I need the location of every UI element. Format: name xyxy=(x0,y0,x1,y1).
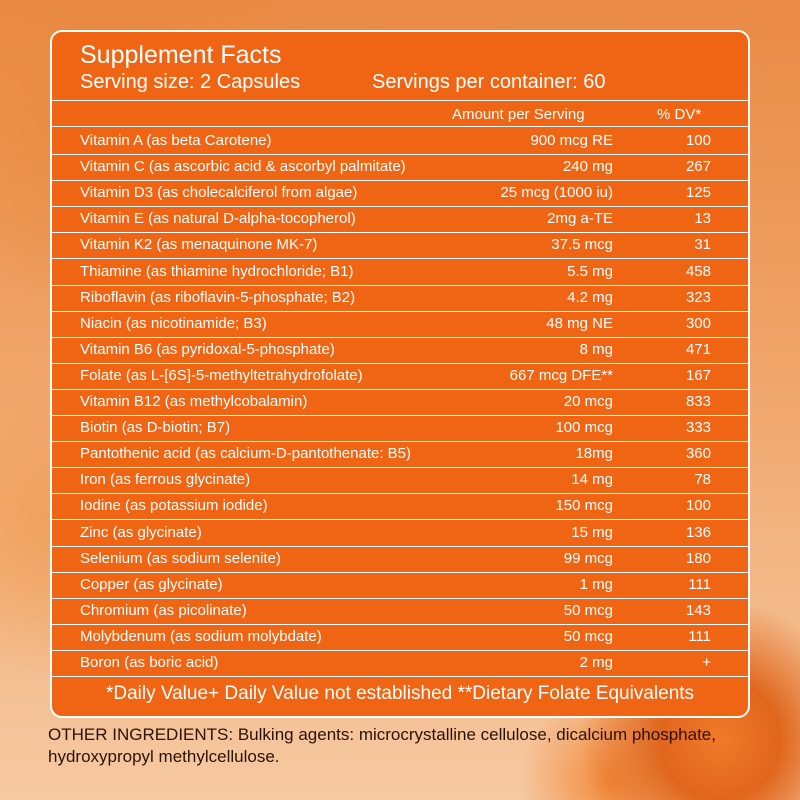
nutrient-name: Chromium (as picolinate) xyxy=(80,601,247,619)
nutrient-dv: 111 xyxy=(688,575,711,593)
supplement-facts-panel: Supplement Facts Serving size: 2 Capsule… xyxy=(50,30,750,718)
nutrient-name: Biotin (as D-biotin; B7) xyxy=(80,419,231,437)
table-row: Boron (as boric acid) 2 mg + xyxy=(52,650,748,677)
nutrient-name: Niacin (as nicotinamide; B3) xyxy=(80,314,267,332)
nutrient-name: Vitamin B6 (as pyridoxal-5-phosphate) xyxy=(80,340,335,358)
nutrient-dv: 167 xyxy=(685,366,711,384)
nutrient-name: Molybdenum (as sodium molybdate) xyxy=(80,627,322,645)
nutrient-name: Vitamin E (as natural D-alpha-tocopherol… xyxy=(80,210,356,228)
nutrient-amount: 25 mcg (1000 iu) xyxy=(500,184,613,202)
nutrient-name: Vitamin D3 (as cholecalciferol from alga… xyxy=(80,184,358,202)
nutrient-name: Zinc (as glycinate) xyxy=(80,523,202,541)
nutrient-name: Vitamin K2 (as menaquinone MK-7) xyxy=(80,236,318,254)
nutrient-name: Pantothenic acid (as calcium-D-pantothen… xyxy=(80,445,412,463)
nutrient-name: Vitamin B12 (as methylcobalamin) xyxy=(80,393,308,410)
table-row: Chromium (as picolinate) 50 mcg 143 xyxy=(52,598,748,625)
nutrient-amount: 2 mg xyxy=(579,654,613,671)
nutrient-amount: 900 mcg RE xyxy=(530,132,613,149)
nutrient-amount: 20 mcg xyxy=(563,393,613,410)
nutrient-amount: 14 mg xyxy=(571,471,613,489)
table-row: Vitamin E (as natural D-alpha-tocopherol… xyxy=(52,206,748,234)
nutrient-amount: 2mg a-TE xyxy=(547,210,613,228)
footnote: *Daily Value+ Daily Value not establishe… xyxy=(105,683,695,704)
nutrient-dv: 333 xyxy=(685,419,711,437)
nutrient-dv: + xyxy=(702,654,711,671)
nutrient-amount: 18mg xyxy=(575,445,613,463)
servings-per-container: Servings per container: 60 xyxy=(372,71,606,93)
serving-info: Serving size: 2 Capsules Servings per co… xyxy=(80,70,605,94)
nutrient-dv: 100 xyxy=(685,132,711,149)
table-row: Vitamin K2 (as menaquinone MK-7) 37.5 mcg… xyxy=(52,232,748,260)
panel-title: Supplement Facts xyxy=(80,41,282,69)
nutrient-name: Vitamin A (as beta Carotene) xyxy=(80,132,272,149)
nutrient-name: Copper (as glycinate) xyxy=(80,575,223,593)
nutrient-dv: 833 xyxy=(685,393,711,410)
table-row: Vitamin A (as beta Carotene) 900 mcg RE 10… xyxy=(52,128,748,155)
nutrient-name: Boron (as boric acid) xyxy=(80,654,219,671)
table-row: Pantothenic acid (as calcium-D-pantothen… xyxy=(52,441,748,469)
nutrient-dv: 125 xyxy=(685,184,711,202)
nutrient-amount: 50 mcg xyxy=(563,601,613,619)
table-row: Zinc (as glycinate) 15 mg 136 xyxy=(52,520,748,547)
nutrient-dv: 13 xyxy=(694,210,711,228)
nutrient-dv: 143 xyxy=(685,601,711,619)
nutrient-amount: 37.5 mcg xyxy=(551,236,613,254)
nutrient-dv: 100 xyxy=(685,497,711,515)
header-divider xyxy=(52,100,748,101)
table-row: Biotin (as D-biotin; B7) 100 mcg 333 xyxy=(52,415,748,443)
table-row: Vitamin C (as ascorbic acid & ascorbyl p… xyxy=(52,154,748,182)
nutrient-amount: 15 mg xyxy=(571,523,613,541)
nutrient-dv: 31 xyxy=(694,236,711,254)
table-row: Iron (as ferrous glycinate) 14 mg 78 xyxy=(52,467,748,495)
nutrient-amount: 1 mg xyxy=(579,575,613,593)
column-header-amount: Amount per Serving xyxy=(452,106,585,123)
nutrient-amount: 8 mg xyxy=(579,340,613,358)
nutrient-amount: 150 mcg xyxy=(555,497,613,515)
nutrient-amount: 99 mcg xyxy=(563,549,613,567)
other-ingredients: OTHER INGREDIENTS: Bulking agents: micro… xyxy=(48,725,716,766)
column-header-dv: % DV* xyxy=(657,106,702,123)
nutrient-name: Iodine (as potassium iodide) xyxy=(80,497,268,515)
nutrient-dv: 300 xyxy=(685,314,711,332)
column-header-divider xyxy=(52,126,748,127)
nutrient-dv: 471 xyxy=(685,340,711,358)
nutrient-name: Folate (as L-[6S]-5-methyltetrahydrofola… xyxy=(80,366,363,384)
table-row: Vitamin B6 (as pyridoxal-5-phosphate) 8 m… xyxy=(52,337,748,364)
table-row: Thiamine (as thiamine hydrochloride; B1)… xyxy=(52,259,748,286)
nutrient-dv: 111 xyxy=(688,627,711,645)
nutrient-dv: 78 xyxy=(694,471,711,489)
nutrient-amount: 48 mg NE xyxy=(546,314,613,332)
table-row: Vitamin D3 (as cholecalciferol from alga… xyxy=(52,180,748,208)
nutrient-name: Iron (as ferrous glycinate) xyxy=(80,471,251,489)
nutrient-dv: 458 xyxy=(685,262,711,280)
table-row: Riboflavin (as riboflavin-5-phosphate; B… xyxy=(52,285,748,312)
nutrient-name: Riboflavin (as riboflavin-5-phosphate; B… xyxy=(80,288,356,306)
nutrient-dv: 180 xyxy=(685,549,711,567)
table-row: Niacin (as nicotinamide; B3) 48 mg NE 300 xyxy=(52,311,748,338)
table-row: Selenium (as sodium selenite) 99 mcg 180 xyxy=(52,546,748,573)
nutrient-dv: 360 xyxy=(685,445,711,463)
table-row: Copper (as glycinate) 1 mg 111 xyxy=(52,572,748,599)
nutrient-name: Vitamin C (as ascorbic acid & ascorbyl p… xyxy=(80,158,406,176)
nutrient-dv: 323 xyxy=(685,288,711,306)
nutrient-amount: 667 mcg DFE** xyxy=(509,366,613,384)
table-row: Vitamin B12 (as methylcobalamin) 20 mcg 83… xyxy=(52,389,748,416)
table-row: Iodine (as potassium iodide) 150 mcg 100 xyxy=(52,493,748,521)
table-row: Folate (as L-[6S]-5-methyltetrahydrofola… xyxy=(52,363,748,390)
nutrient-name: Thiamine (as thiamine hydrochloride; B1) xyxy=(80,262,354,280)
nutrient-amount: 4.2 mg xyxy=(567,288,613,306)
nutrient-amount: 50 mcg xyxy=(563,627,613,645)
nutrient-amount: 240 mg xyxy=(562,158,613,176)
nutrient-dv: 267 xyxy=(685,158,711,176)
table-row: Molybdenum (as sodium molybdate) 50 mcg 11… xyxy=(52,624,748,651)
nutrient-name: Selenium (as sodium selenite) xyxy=(80,549,281,567)
nutrient-amount: 5.5 mg xyxy=(567,262,613,280)
serving-size: Serving size: 2 Capsules xyxy=(80,71,301,93)
nutrient-amount: 100 mcg xyxy=(555,419,613,437)
nutrient-dv: 136 xyxy=(685,523,711,541)
